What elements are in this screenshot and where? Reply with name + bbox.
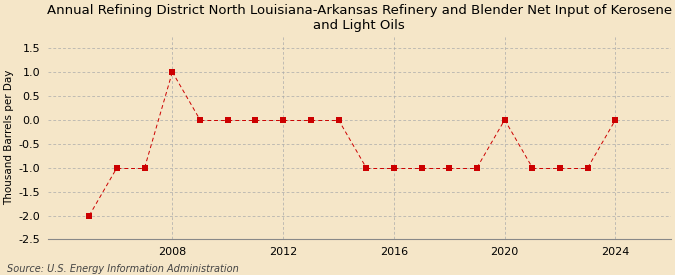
Title: Annual Refining District North Louisiana-Arkansas Refinery and Blender Net Input: Annual Refining District North Louisiana… — [47, 4, 672, 32]
Y-axis label: Thousand Barrels per Day: Thousand Barrels per Day — [4, 70, 14, 205]
Text: Source: U.S. Energy Information Administration: Source: U.S. Energy Information Administ… — [7, 264, 238, 274]
